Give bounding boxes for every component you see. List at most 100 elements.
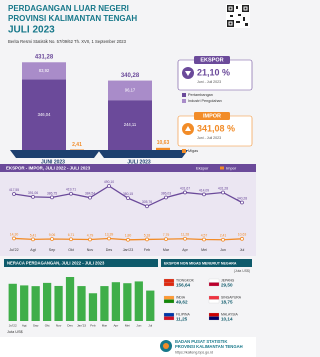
logo: [163, 343, 169, 349]
section-band: [0, 164, 256, 172]
flag: [208, 278, 220, 283]
point: [240, 236, 244, 241]
point-label: 431,28: [218, 186, 228, 190]
legend-label: Impor: [226, 165, 237, 170]
point: [50, 195, 54, 200]
point-label: 386,03: [161, 191, 171, 195]
flag: [208, 295, 220, 300]
summary-label: IMPOR: [203, 113, 221, 119]
import-bar: [156, 147, 170, 150]
footer-band: [0, 337, 256, 357]
bar: [134, 281, 143, 321]
x-tick-label: Apr: [182, 248, 188, 252]
flag: [163, 295, 175, 300]
point-label: 384,54: [85, 192, 95, 196]
legend-swatch: [190, 166, 194, 170]
x-tick-label: Nov: [87, 248, 94, 252]
point: [183, 190, 187, 195]
point: [88, 237, 92, 242]
point-label: 2,41: [220, 234, 227, 238]
country-value: 29,50: [221, 283, 233, 288]
ship-hull: [98, 150, 188, 158]
country-value: 11,25: [176, 317, 188, 322]
point: [69, 237, 73, 242]
country-name: MALAYSIA: [221, 313, 238, 317]
point: [126, 237, 130, 242]
flag: [163, 282, 175, 287]
title-line: PROVINSI KALIMANTAN TENGAH: [8, 14, 137, 23]
bar: [77, 286, 86, 321]
point: [240, 200, 244, 205]
chart-panel: [0, 172, 256, 256]
x-tick-label: Sep: [49, 248, 55, 252]
point-label: 14,30: [10, 232, 19, 236]
point-label: 1,80: [125, 234, 132, 238]
point: [221, 237, 225, 242]
point-label: 419,71: [66, 188, 76, 192]
bar-segment: [22, 62, 66, 80]
point: [145, 204, 149, 209]
point: [126, 196, 130, 201]
section-band: [161, 259, 252, 267]
point-label: 6,71: [68, 233, 75, 237]
point-label: 5,18: [144, 233, 151, 237]
point: [12, 236, 16, 241]
category-label: JULI 2023: [127, 159, 151, 165]
country-value: 10,14: [221, 317, 233, 322]
bar: [54, 285, 63, 321]
summary-note: Juni - Juli 2023: [197, 136, 221, 140]
point-label: 380,15: [123, 192, 133, 196]
x-tick-label: Agt: [30, 248, 35, 252]
flag: [163, 316, 175, 321]
x-tick-label: Apr: [113, 323, 118, 327]
category-label: JUNI 2023: [41, 159, 65, 165]
bar: [20, 285, 29, 321]
section-band: [4, 259, 158, 267]
summary-value: 341,08 %: [197, 123, 235, 133]
legend-label: Ekspor: [196, 165, 209, 170]
subtitle: Berita Resmi Statistik No. 57/09/62 Th. …: [8, 39, 127, 44]
qr-code: [226, 4, 250, 28]
country-name: FILIPINA: [176, 313, 190, 317]
point-label: 490,10: [104, 180, 114, 184]
x-tick-label: Agt: [22, 323, 27, 327]
point: [88, 195, 92, 200]
unit-label: (Juta US$): [234, 269, 250, 273]
chart-title: EKSPOR - IMPOR, JULI 2022 - JULI 2023: [6, 165, 91, 170]
summary-value: 21,10 %: [197, 67, 230, 77]
bar: [100, 286, 109, 321]
bar: [31, 286, 40, 321]
point-label: 4,57: [201, 233, 208, 237]
segment-label: 244,11: [124, 122, 137, 127]
x-tick-label: Jan'23: [77, 323, 86, 327]
summary-note: Juni - Juli 2023: [197, 80, 221, 84]
point-label: 5,41: [30, 233, 37, 237]
point: [50, 237, 54, 241]
flag: [163, 278, 175, 283]
bar: [65, 277, 75, 321]
point-label: 431,67: [180, 186, 190, 190]
point-label: 13,39: [105, 232, 114, 236]
bar: [146, 290, 155, 321]
bar: [123, 283, 132, 321]
flag: [208, 316, 220, 321]
legend-label: Industri Pengolahan: [188, 99, 222, 103]
point-label: 7,79: [163, 233, 170, 237]
country-name: JEPANG: [221, 279, 235, 283]
point-label: 391,06: [28, 191, 38, 195]
bar-segment: [22, 79, 66, 150]
x-tick-label: Feb: [144, 248, 150, 252]
x-tick-label: Sep: [33, 323, 39, 327]
legend-swatch: [220, 166, 224, 170]
x-tick-label: Mar: [163, 248, 170, 252]
footer-url: https://kalteng.bps.go.id: [175, 350, 213, 354]
point: [31, 195, 35, 199]
point-label: 305,76: [142, 200, 152, 204]
x-tick-label: Okt: [45, 323, 50, 327]
x-tick-label: Mei: [201, 248, 207, 252]
x-tick-label: Jan'23: [123, 248, 133, 252]
ship-hull: [10, 150, 100, 158]
point: [202, 237, 206, 242]
country-value: 156,64: [176, 283, 190, 288]
legend-swatch: [182, 149, 186, 153]
